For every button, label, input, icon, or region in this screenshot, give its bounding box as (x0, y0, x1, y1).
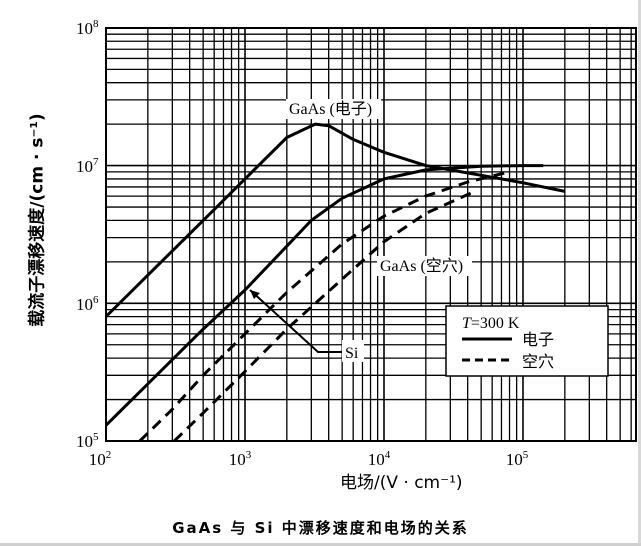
series-si电子 (104, 164, 544, 427)
figure-caption: GaAs 与 Si 中漂移速度和电场的关系 (172, 519, 469, 537)
x-tick-label: 103 (229, 449, 252, 469)
y-tick-label: 108 (76, 18, 99, 38)
tick-labels: 102 103 104 105 108 107 106 105 (76, 18, 529, 469)
grid (105, 27, 637, 442)
series-si空穴 (138, 170, 510, 443)
y-tick-label: 107 (76, 156, 99, 176)
legend-box (445, 305, 609, 377)
x-axis-label: 电场/(V · cm⁻¹) (340, 473, 463, 493)
page-edge-bottom (0, 543, 641, 546)
annotations: GaAs (电子) GaAs (空穴) Si (249, 99, 472, 362)
annotation-si: Si (345, 345, 359, 362)
y-tick-label: 106 (76, 294, 99, 314)
x-tick-label: 104 (368, 449, 391, 469)
si-pointer-line (249, 289, 342, 353)
series-gaas空穴 (173, 190, 476, 443)
annotation-gaas-hole-bg (377, 256, 472, 276)
annotation-gaas-hole: GaAs (空穴) (380, 257, 463, 275)
legend-electron-label: 电子 (522, 330, 554, 349)
annotation-gaas-electron: GaAs (电子) (289, 100, 372, 118)
annotation-si-bg (342, 340, 364, 362)
legend-title: T=300 K (462, 315, 520, 332)
legend-hole-label: 空穴 (522, 352, 554, 371)
x-tick-label: 102 (89, 449, 112, 469)
arrow-head-icon (250, 290, 260, 299)
page-edge-right (638, 0, 641, 546)
plot-frame (105, 27, 637, 442)
x-tick-label: 105 (506, 449, 529, 469)
series-gaas电子 (104, 122, 566, 318)
curves (104, 122, 566, 443)
y-axis-label: 载流子漂移速度/(cm · s⁻¹) (27, 113, 48, 327)
annotation-gaas-electron-bg (286, 99, 381, 119)
y-tick-label: 105 (76, 431, 99, 451)
